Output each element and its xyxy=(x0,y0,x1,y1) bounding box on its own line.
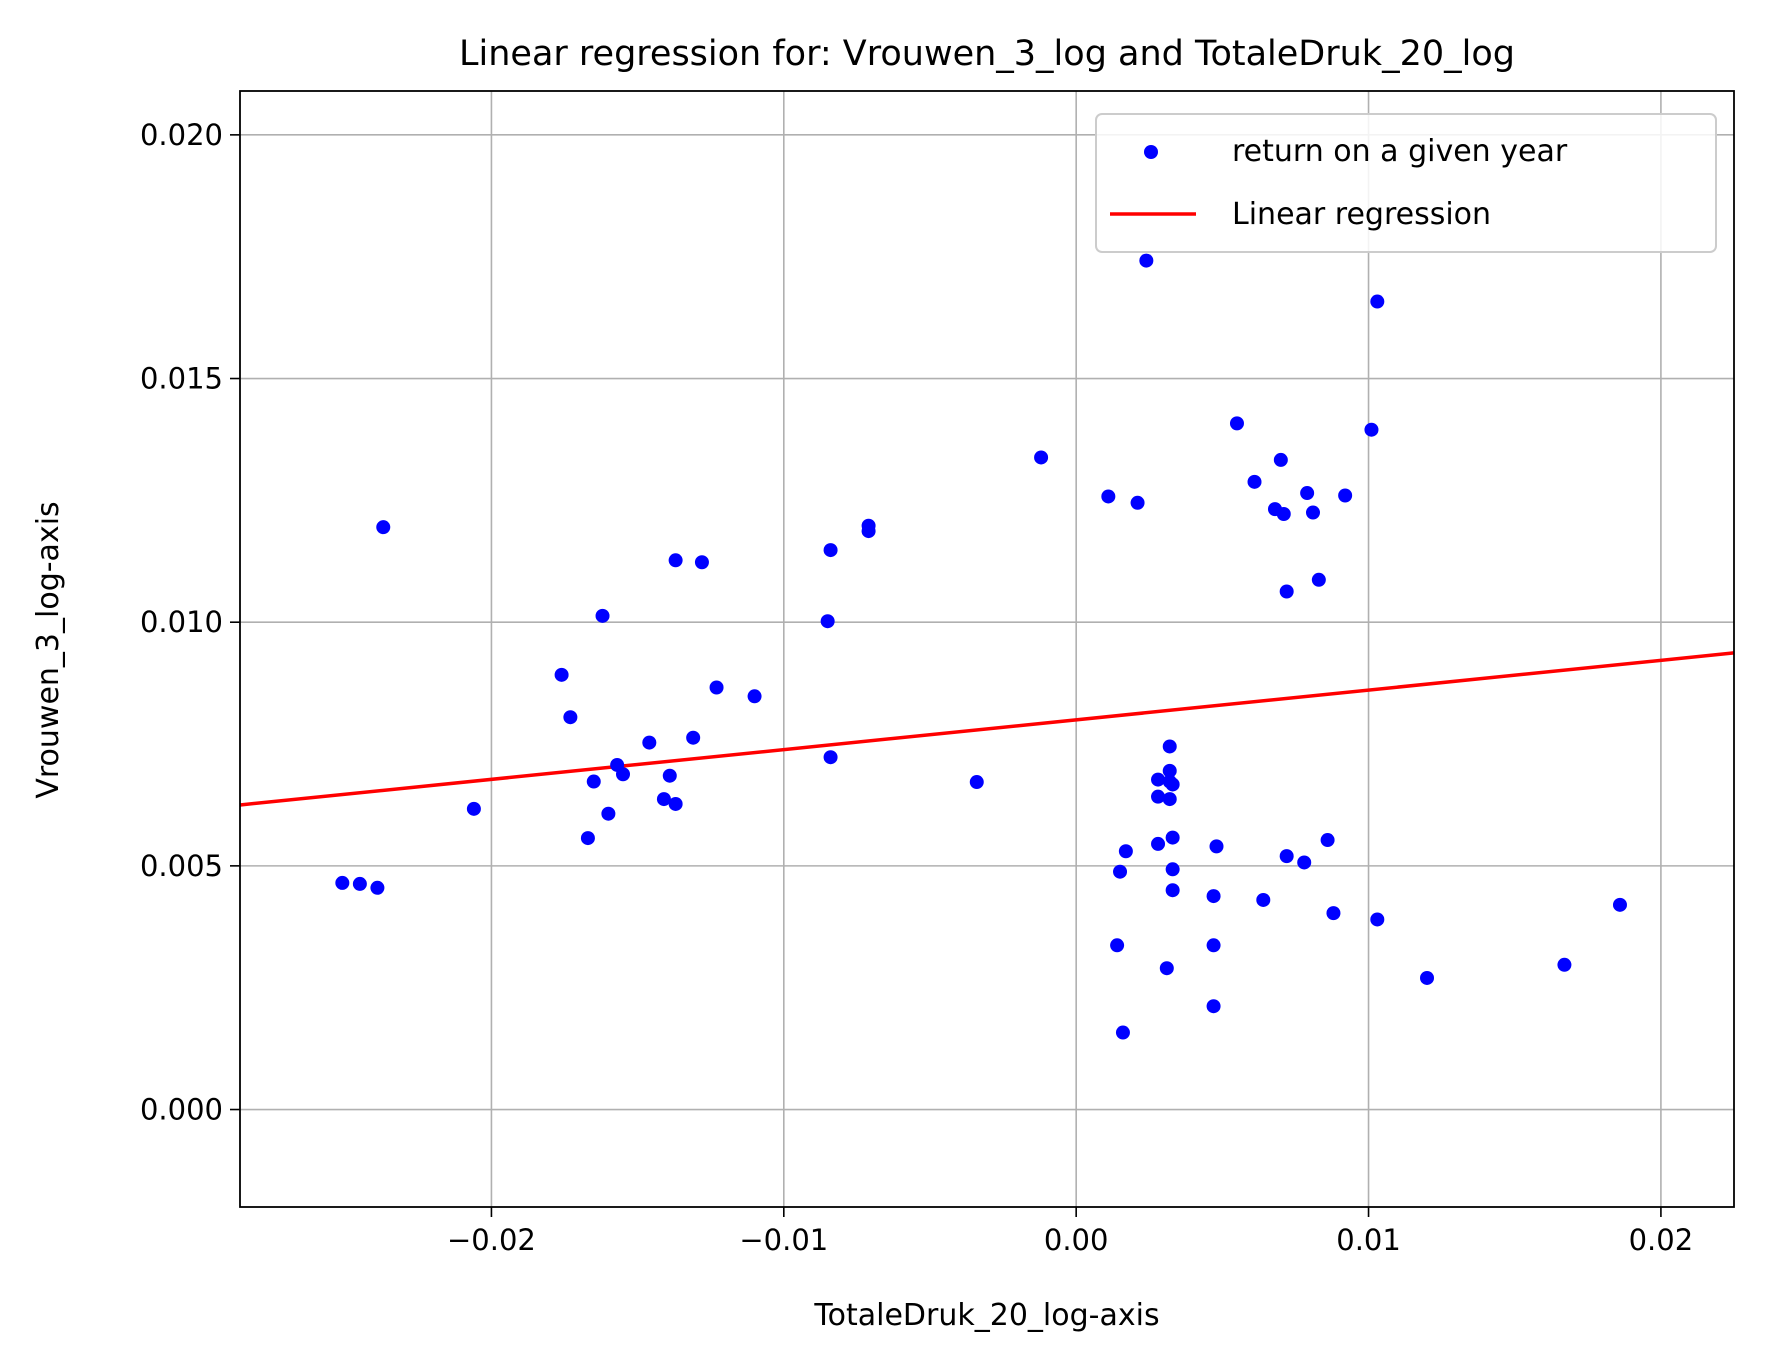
scatter-point xyxy=(1159,961,1174,976)
scatter-point xyxy=(1279,849,1294,864)
x-tick-label: −0.01 xyxy=(739,1223,828,1257)
scatter-point xyxy=(1151,772,1166,787)
scatter-point xyxy=(1247,474,1262,489)
scatter-point xyxy=(1162,739,1177,754)
y-tick-label: 0.020 xyxy=(140,118,223,152)
scatter-point xyxy=(694,555,709,570)
scatter-point xyxy=(1151,789,1166,804)
scatter-point xyxy=(1256,892,1271,907)
scatter-point xyxy=(1279,584,1294,599)
scatter-points xyxy=(335,253,1627,1040)
scatter-point xyxy=(823,543,838,558)
scatter-point xyxy=(656,792,671,807)
scatter-point xyxy=(1364,422,1379,437)
scatter-point xyxy=(1101,489,1116,504)
scatter-point xyxy=(1338,488,1353,503)
x-tick-label: 0.02 xyxy=(1629,1223,1694,1257)
scatter-point xyxy=(1370,294,1385,309)
y-axis-ticks: 0.000 0.005 0.010 0.015 0.020 xyxy=(140,118,240,1127)
scatter-point xyxy=(1273,452,1288,467)
scatter-point xyxy=(1118,844,1133,859)
x-tick-label: −0.02 xyxy=(447,1223,536,1257)
scatter-point xyxy=(1320,833,1335,848)
scatter-point xyxy=(747,689,762,704)
scatter-point xyxy=(969,775,984,790)
y-axis-label: Vrouwen_3_log-axis xyxy=(31,501,66,798)
scatter-point xyxy=(820,614,835,629)
scatter-point xyxy=(586,774,601,789)
chart-title: Linear regression for: Vrouwen_3_log and… xyxy=(459,34,1515,74)
scatter-point xyxy=(1326,906,1341,921)
scatter-point xyxy=(1209,839,1224,854)
scatter-point xyxy=(595,608,610,623)
scatter-point xyxy=(1206,938,1221,953)
scatter-point xyxy=(1113,864,1128,879)
scatter-point xyxy=(580,831,595,846)
scatter-point xyxy=(662,768,677,783)
x-axis-ticks: −0.02 −0.01 0.00 0.01 0.02 xyxy=(447,1207,1693,1257)
scatter-point xyxy=(1130,495,1145,510)
scatter-point xyxy=(352,876,367,891)
scatter-point xyxy=(1151,836,1166,851)
scatter-point xyxy=(861,524,876,539)
scatter-point xyxy=(601,806,616,821)
scatter-point xyxy=(1276,507,1291,522)
scatter-point xyxy=(376,520,391,535)
x-axis-label: TotaleDruk_20_log-axis xyxy=(813,1298,1159,1333)
scatter-point xyxy=(1162,792,1177,807)
y-tick-label: 0.005 xyxy=(140,849,223,883)
scatter-point xyxy=(466,801,481,816)
scatter-point xyxy=(1034,450,1049,465)
legend-scatter-marker xyxy=(1144,145,1158,159)
scatter-point xyxy=(1110,938,1125,953)
scatter-point xyxy=(642,735,657,750)
scatter-point xyxy=(686,730,701,745)
scatter-point xyxy=(335,875,350,890)
scatter-point xyxy=(1165,777,1180,792)
legend-label-scatter: return on a given year xyxy=(1232,134,1568,169)
scatter-point xyxy=(1115,1025,1130,1040)
scatter-point xyxy=(1165,883,1180,898)
scatter-point xyxy=(823,750,838,765)
scatter-point xyxy=(554,667,569,682)
scatter-point xyxy=(1206,889,1221,904)
legend-box xyxy=(1095,113,1717,253)
x-tick-label: 0.00 xyxy=(1044,1223,1109,1257)
y-tick-label: 0.015 xyxy=(140,362,223,396)
scatter-point xyxy=(1612,897,1627,912)
scatter-point xyxy=(1311,572,1326,587)
x-tick-label: 0.01 xyxy=(1336,1223,1401,1257)
scatter-point xyxy=(668,796,683,811)
scatter-point xyxy=(1370,912,1385,927)
plot-frame xyxy=(239,90,1735,1208)
regression-line-group xyxy=(239,651,1735,807)
legend-label-regression: Linear regression xyxy=(1232,197,1491,232)
scatter-point xyxy=(1162,763,1177,778)
scatter-point xyxy=(668,553,683,568)
legend: return on a given year Linear regression xyxy=(1095,113,1717,253)
scatter-point xyxy=(1420,970,1435,985)
scatter-point xyxy=(370,880,385,895)
scatter-point xyxy=(1305,505,1320,520)
scatter-point xyxy=(1300,486,1315,501)
scatter-point xyxy=(1206,999,1221,1014)
scatter-point xyxy=(1165,830,1180,845)
scatter-point xyxy=(1229,416,1244,431)
grid-lines xyxy=(240,91,1734,1207)
scatter-point xyxy=(1139,253,1154,268)
scatter-point xyxy=(563,710,578,725)
scatter-point xyxy=(709,680,724,695)
y-tick-label: 0.000 xyxy=(140,1093,223,1127)
scatter-point xyxy=(1165,862,1180,877)
y-tick-label: 0.010 xyxy=(140,605,223,639)
scatter-point xyxy=(616,767,631,782)
scatter-point xyxy=(1557,957,1572,972)
scatter-point xyxy=(1297,855,1312,870)
regression-line xyxy=(239,651,1735,807)
